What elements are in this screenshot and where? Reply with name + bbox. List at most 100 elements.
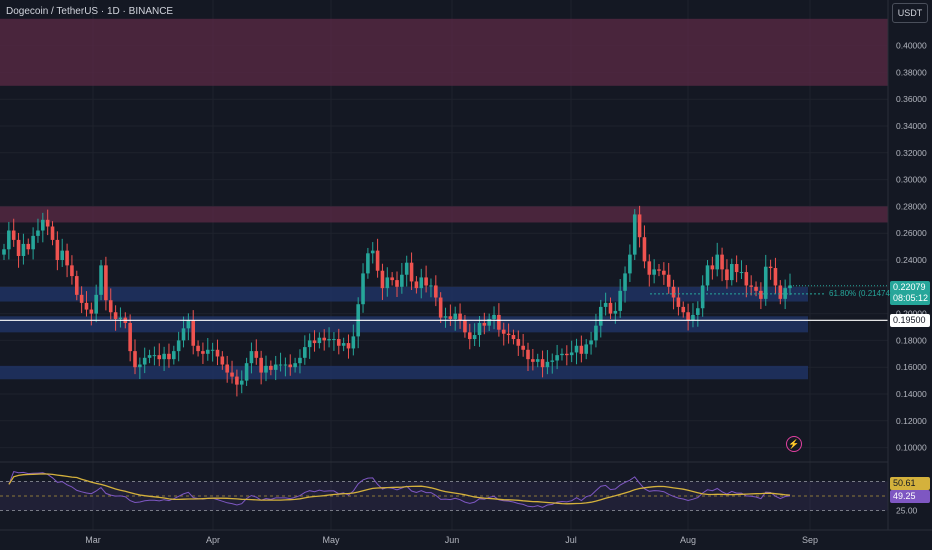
candle-body — [754, 286, 758, 291]
candle-body — [303, 347, 307, 358]
candle-body — [201, 351, 205, 354]
candle-body — [773, 268, 778, 286]
candle-body — [657, 269, 661, 271]
candle-body — [759, 290, 763, 299]
candle-body — [763, 266, 768, 299]
candle-body — [167, 353, 171, 360]
candle-body — [128, 322, 132, 352]
candle-body — [31, 235, 35, 250]
candle-body — [104, 265, 108, 301]
rsi-ma-value-tag: 49.25 — [890, 490, 930, 503]
candle-body — [152, 355, 157, 357]
candle-body — [467, 332, 472, 340]
candle-body — [196, 345, 200, 352]
candle-body — [225, 364, 229, 373]
candle-body — [7, 230, 11, 250]
time-axis-label: Jul — [565, 535, 577, 545]
candle-body — [249, 351, 254, 364]
price-axis-label: 0.34000 — [896, 121, 927, 131]
candle-body — [395, 280, 399, 287]
candle-body — [429, 285, 433, 287]
rsi-line — [8, 471, 791, 508]
candle-body — [176, 340, 181, 352]
candle-body — [550, 360, 555, 362]
candle-body — [696, 308, 700, 315]
candle-body — [497, 314, 501, 330]
candle-body — [632, 214, 637, 255]
candle-body — [506, 333, 511, 336]
candle-body — [560, 353, 564, 356]
price-axis-label: 0.26000 — [896, 228, 927, 238]
candle-body — [79, 294, 84, 303]
candle-body — [293, 363, 297, 368]
candle-body — [404, 262, 409, 275]
candle-body — [521, 345, 525, 350]
resistance-zone — [0, 18, 888, 86]
candle-body — [662, 270, 666, 275]
candle-body — [739, 272, 744, 274]
candle-body — [613, 310, 618, 314]
candle-body — [341, 343, 346, 346]
candle-body — [230, 372, 234, 377]
candle-body — [138, 364, 142, 368]
price-axis-label: 0.24000 — [896, 255, 927, 265]
candle-body — [288, 364, 293, 368]
candle-body — [555, 355, 559, 361]
candle-body — [327, 339, 331, 341]
candle-body — [729, 264, 734, 281]
symbol-title[interactable]: Dogecoin / TetherUS · 1D · BINANCE — [6, 6, 174, 17]
candle-body — [312, 340, 317, 344]
candle-body — [443, 316, 448, 318]
candle-body — [409, 262, 414, 282]
currency-button[interactable]: USDT — [892, 3, 928, 23]
candle-body — [186, 320, 191, 329]
candle-body — [671, 286, 676, 298]
candle-body — [113, 312, 118, 319]
candle-body — [715, 254, 720, 270]
candle-body — [60, 250, 65, 260]
price-axis-label: 0.12000 — [896, 416, 927, 426]
candle-body — [705, 265, 710, 286]
candle-body — [220, 356, 225, 365]
price-axis-label: 0.28000 — [896, 201, 927, 211]
candle-body — [11, 230, 16, 240]
horizontal-line-price-tag: 0.19500 — [890, 314, 930, 327]
candle-body — [788, 285, 792, 289]
candle-body — [535, 359, 540, 362]
time-axis-label: Apr — [206, 535, 220, 545]
candle-body — [637, 214, 642, 238]
candle-body — [16, 239, 21, 256]
candle-body — [21, 243, 26, 256]
rsi-ma-line — [8, 473, 791, 505]
price-axis-label: 0.30000 — [896, 175, 927, 185]
candle-body — [453, 313, 458, 319]
candle-body — [332, 339, 336, 341]
candle-body — [215, 349, 220, 357]
candle-body — [278, 364, 283, 366]
candle-body — [463, 320, 467, 333]
time-axis-label: Mar — [85, 535, 101, 545]
candle-body — [681, 306, 686, 313]
candle-body — [434, 285, 438, 298]
resistance-zone — [0, 206, 888, 223]
candle-body — [458, 313, 462, 321]
candle-body — [768, 266, 773, 269]
candle-body — [298, 357, 302, 364]
lightning-icon[interactable]: ⚡ — [786, 436, 802, 452]
candle-body — [65, 250, 69, 266]
candle-body — [749, 285, 753, 287]
candle-body — [74, 276, 79, 295]
candle-body — [531, 359, 535, 362]
candle-body — [472, 335, 477, 340]
candle-body — [487, 318, 491, 326]
candle-body — [142, 357, 147, 365]
candle-body — [666, 274, 671, 287]
candle-body — [574, 345, 579, 353]
rsi-value-tag: 50.61 — [890, 477, 930, 490]
candle-body — [652, 269, 656, 275]
candle-body — [317, 337, 322, 344]
price-axis-label: 0.16000 — [896, 362, 927, 372]
candle-body — [642, 237, 647, 262]
candle-body — [603, 302, 608, 307]
